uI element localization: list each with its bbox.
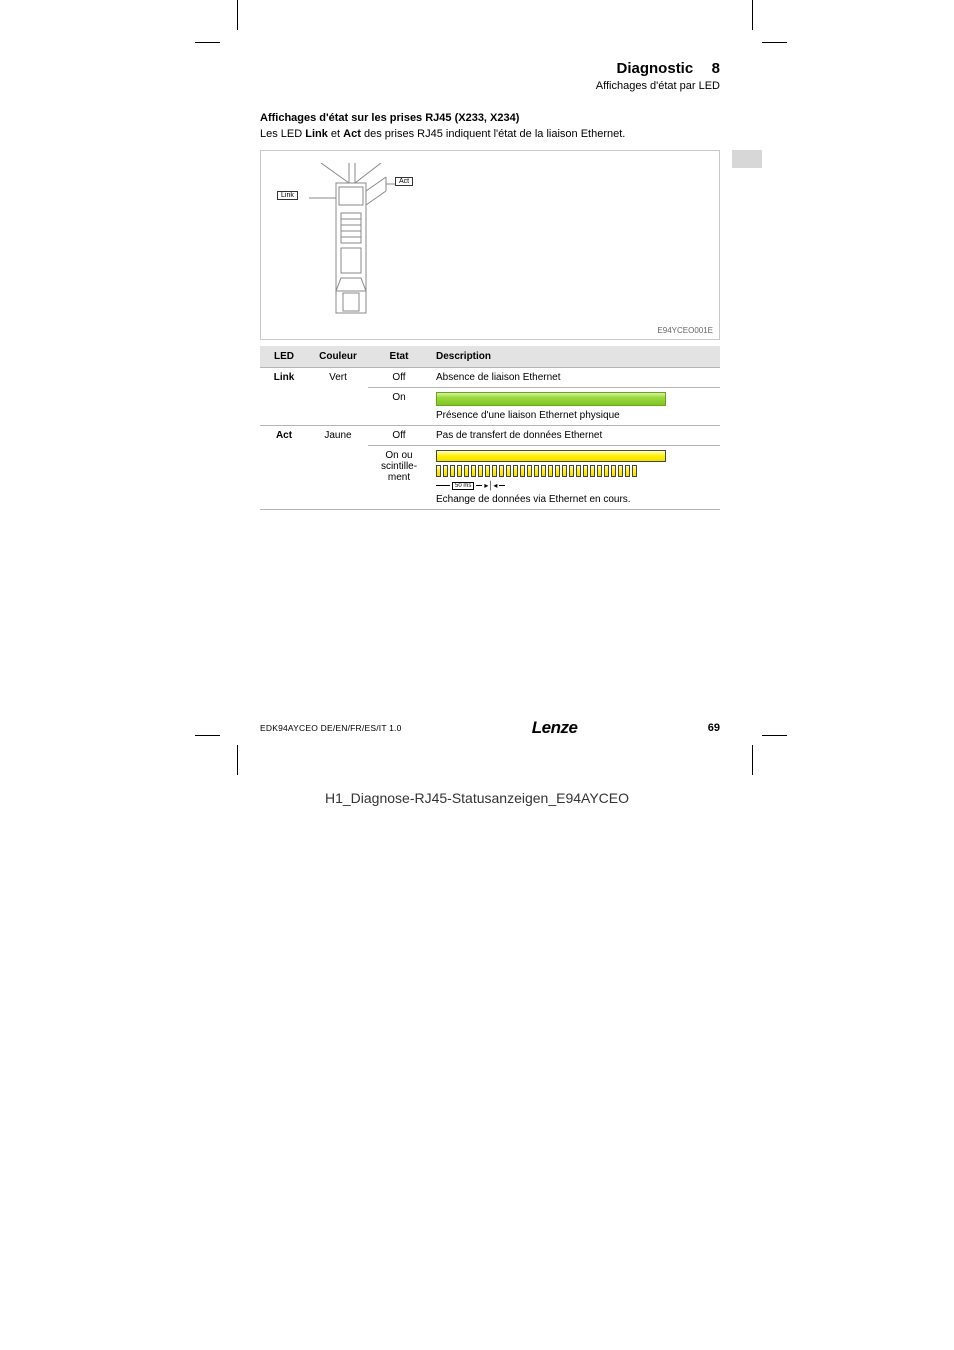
figure-code: E94YCEO001E <box>657 326 713 335</box>
crop-mark <box>752 745 753 775</box>
table-row: Act Jaune Off Pas de transfert de donnée… <box>260 426 720 446</box>
rj45-connector-icon <box>281 163 441 333</box>
crop-mark <box>195 42 220 43</box>
table-row: Link Vert Off Absence de liaison Etherne… <box>260 368 720 388</box>
cell-link-on-desc: Présence d'une liaison Ethernet physique <box>430 388 720 426</box>
th-color: Couleur <box>308 346 368 368</box>
intro-text: Les LED Link et Act des prises RJ45 indi… <box>260 128 720 140</box>
cell-link-color: Vert <box>308 368 368 426</box>
cell-act-off-state: Off <box>368 426 430 446</box>
cell-link-on-state: On <box>368 388 430 426</box>
th-state: Etat <box>368 346 430 368</box>
green-led-swatch <box>436 392 666 406</box>
link-on-desc-text: Présence d'une liaison Ethernet physique <box>436 410 620 421</box>
cell-link-off-state: Off <box>368 368 430 388</box>
intro-prefix: Les LED <box>260 128 305 140</box>
yellow-led-blink-swatch <box>436 465 666 479</box>
rj45-figure: Link Act E94YCEO001E <box>260 150 720 340</box>
page-footer: EDK94AYCEO DE/EN/FR/ES/IT 1.0 Lenze 69 <box>260 718 720 738</box>
footer-page-number: 69 <box>708 722 720 734</box>
crop-mark <box>195 735 220 736</box>
cell-act-off-desc: Pas de transfert de données Ethernet <box>430 426 720 446</box>
cell-act-led: Act <box>260 426 308 510</box>
yellow-led-solid-swatch <box>436 450 666 462</box>
page-header: Diagnostic 8 Affichages d'état par LED <box>260 60 720 92</box>
footer-doc-id: EDK94AYCEO DE/EN/FR/ES/IT 1.0 <box>260 723 402 733</box>
header-title: Diagnostic <box>617 60 694 77</box>
intro-bold-link: Link <box>305 128 328 140</box>
tab-marker <box>732 150 762 168</box>
timing-label: 50 ms <box>452 482 474 490</box>
crop-mark <box>762 735 787 736</box>
section-title: Affichages d'état sur les prises RJ45 (X… <box>260 112 720 124</box>
arrow-icon: ▸│◂ <box>484 481 497 490</box>
lenze-logo: Lenze <box>532 718 578 738</box>
intro-suffix: des prises RJ45 indiquent l'état de la l… <box>361 128 625 140</box>
th-led: LED <box>260 346 308 368</box>
crop-mark <box>237 0 238 30</box>
crop-mark <box>762 42 787 43</box>
cell-link-off-desc: Absence de liaison Ethernet <box>430 368 720 388</box>
page-content: Diagnostic 8 Affichages d'état par LED A… <box>260 60 720 510</box>
cell-act-on-desc: 50 ms ▸│◂ Echange de données via Etherne… <box>430 446 720 510</box>
cell-act-color: Jaune <box>308 426 368 510</box>
cell-link-led: Link <box>260 368 308 426</box>
timing-indicator: 50 ms ▸│◂ <box>436 481 714 490</box>
led-status-table: LED Couleur Etat Description Link Vert O… <box>260 346 720 510</box>
figure-link-label: Link <box>277 191 298 200</box>
header-chapter: 8 <box>712 60 720 77</box>
th-desc: Description <box>430 346 720 368</box>
crop-mark <box>237 745 238 775</box>
crop-mark <box>752 0 753 30</box>
intro-bold-act: Act <box>343 128 361 140</box>
act-on-desc-text: Echange de données via Ethernet en cours… <box>436 494 631 505</box>
document-caption: H1_Diagnose-RJ45-Statusanzeigen_E94AYCEO <box>0 790 954 806</box>
cell-act-on-state: On ou scintille-ment <box>368 446 430 510</box>
intro-mid: et <box>328 128 343 140</box>
header-subtitle: Affichages d'état par LED <box>260 80 720 92</box>
figure-act-label: Act <box>395 177 413 186</box>
